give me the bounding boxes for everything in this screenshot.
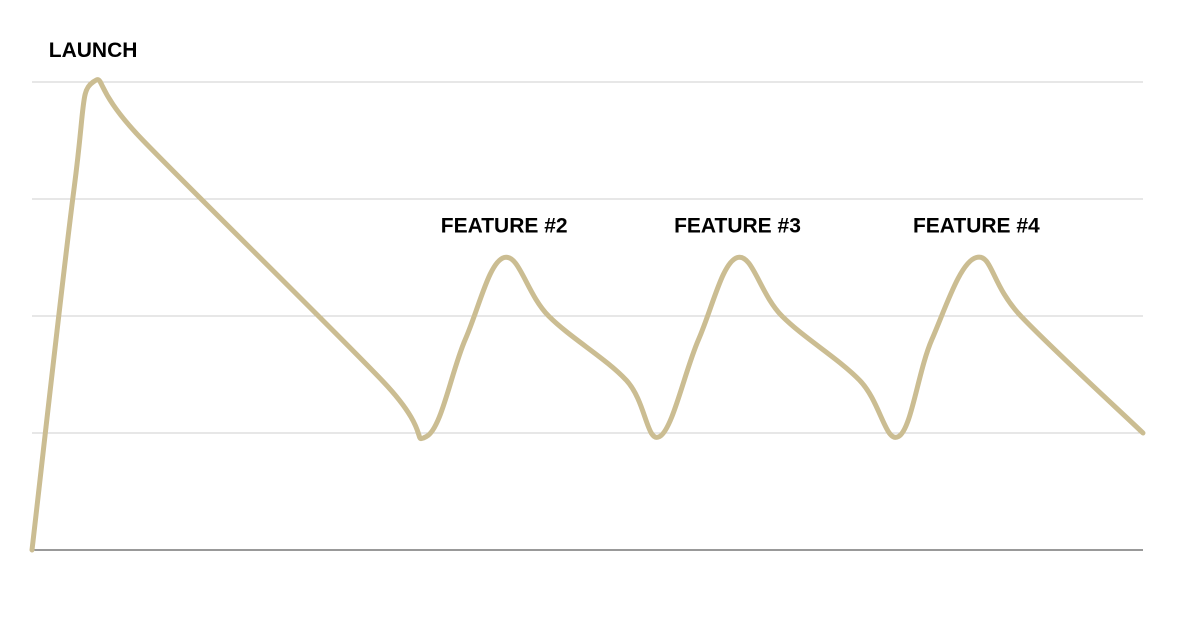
annotation-feature-2: FEATURE #2 [441, 215, 568, 238]
annotation-launch: LAUNCH [49, 39, 138, 62]
annotation-feature-4: FEATURE #4 [913, 215, 1040, 238]
series-line-1 [32, 80, 1143, 550]
annotation-feature-3: FEATURE #3 [674, 215, 801, 238]
annotations-layer: LAUNCH FEATURE #2 FEATURE #3 FEATURE #4 [49, 39, 1040, 238]
series-layer [32, 80, 1143, 550]
